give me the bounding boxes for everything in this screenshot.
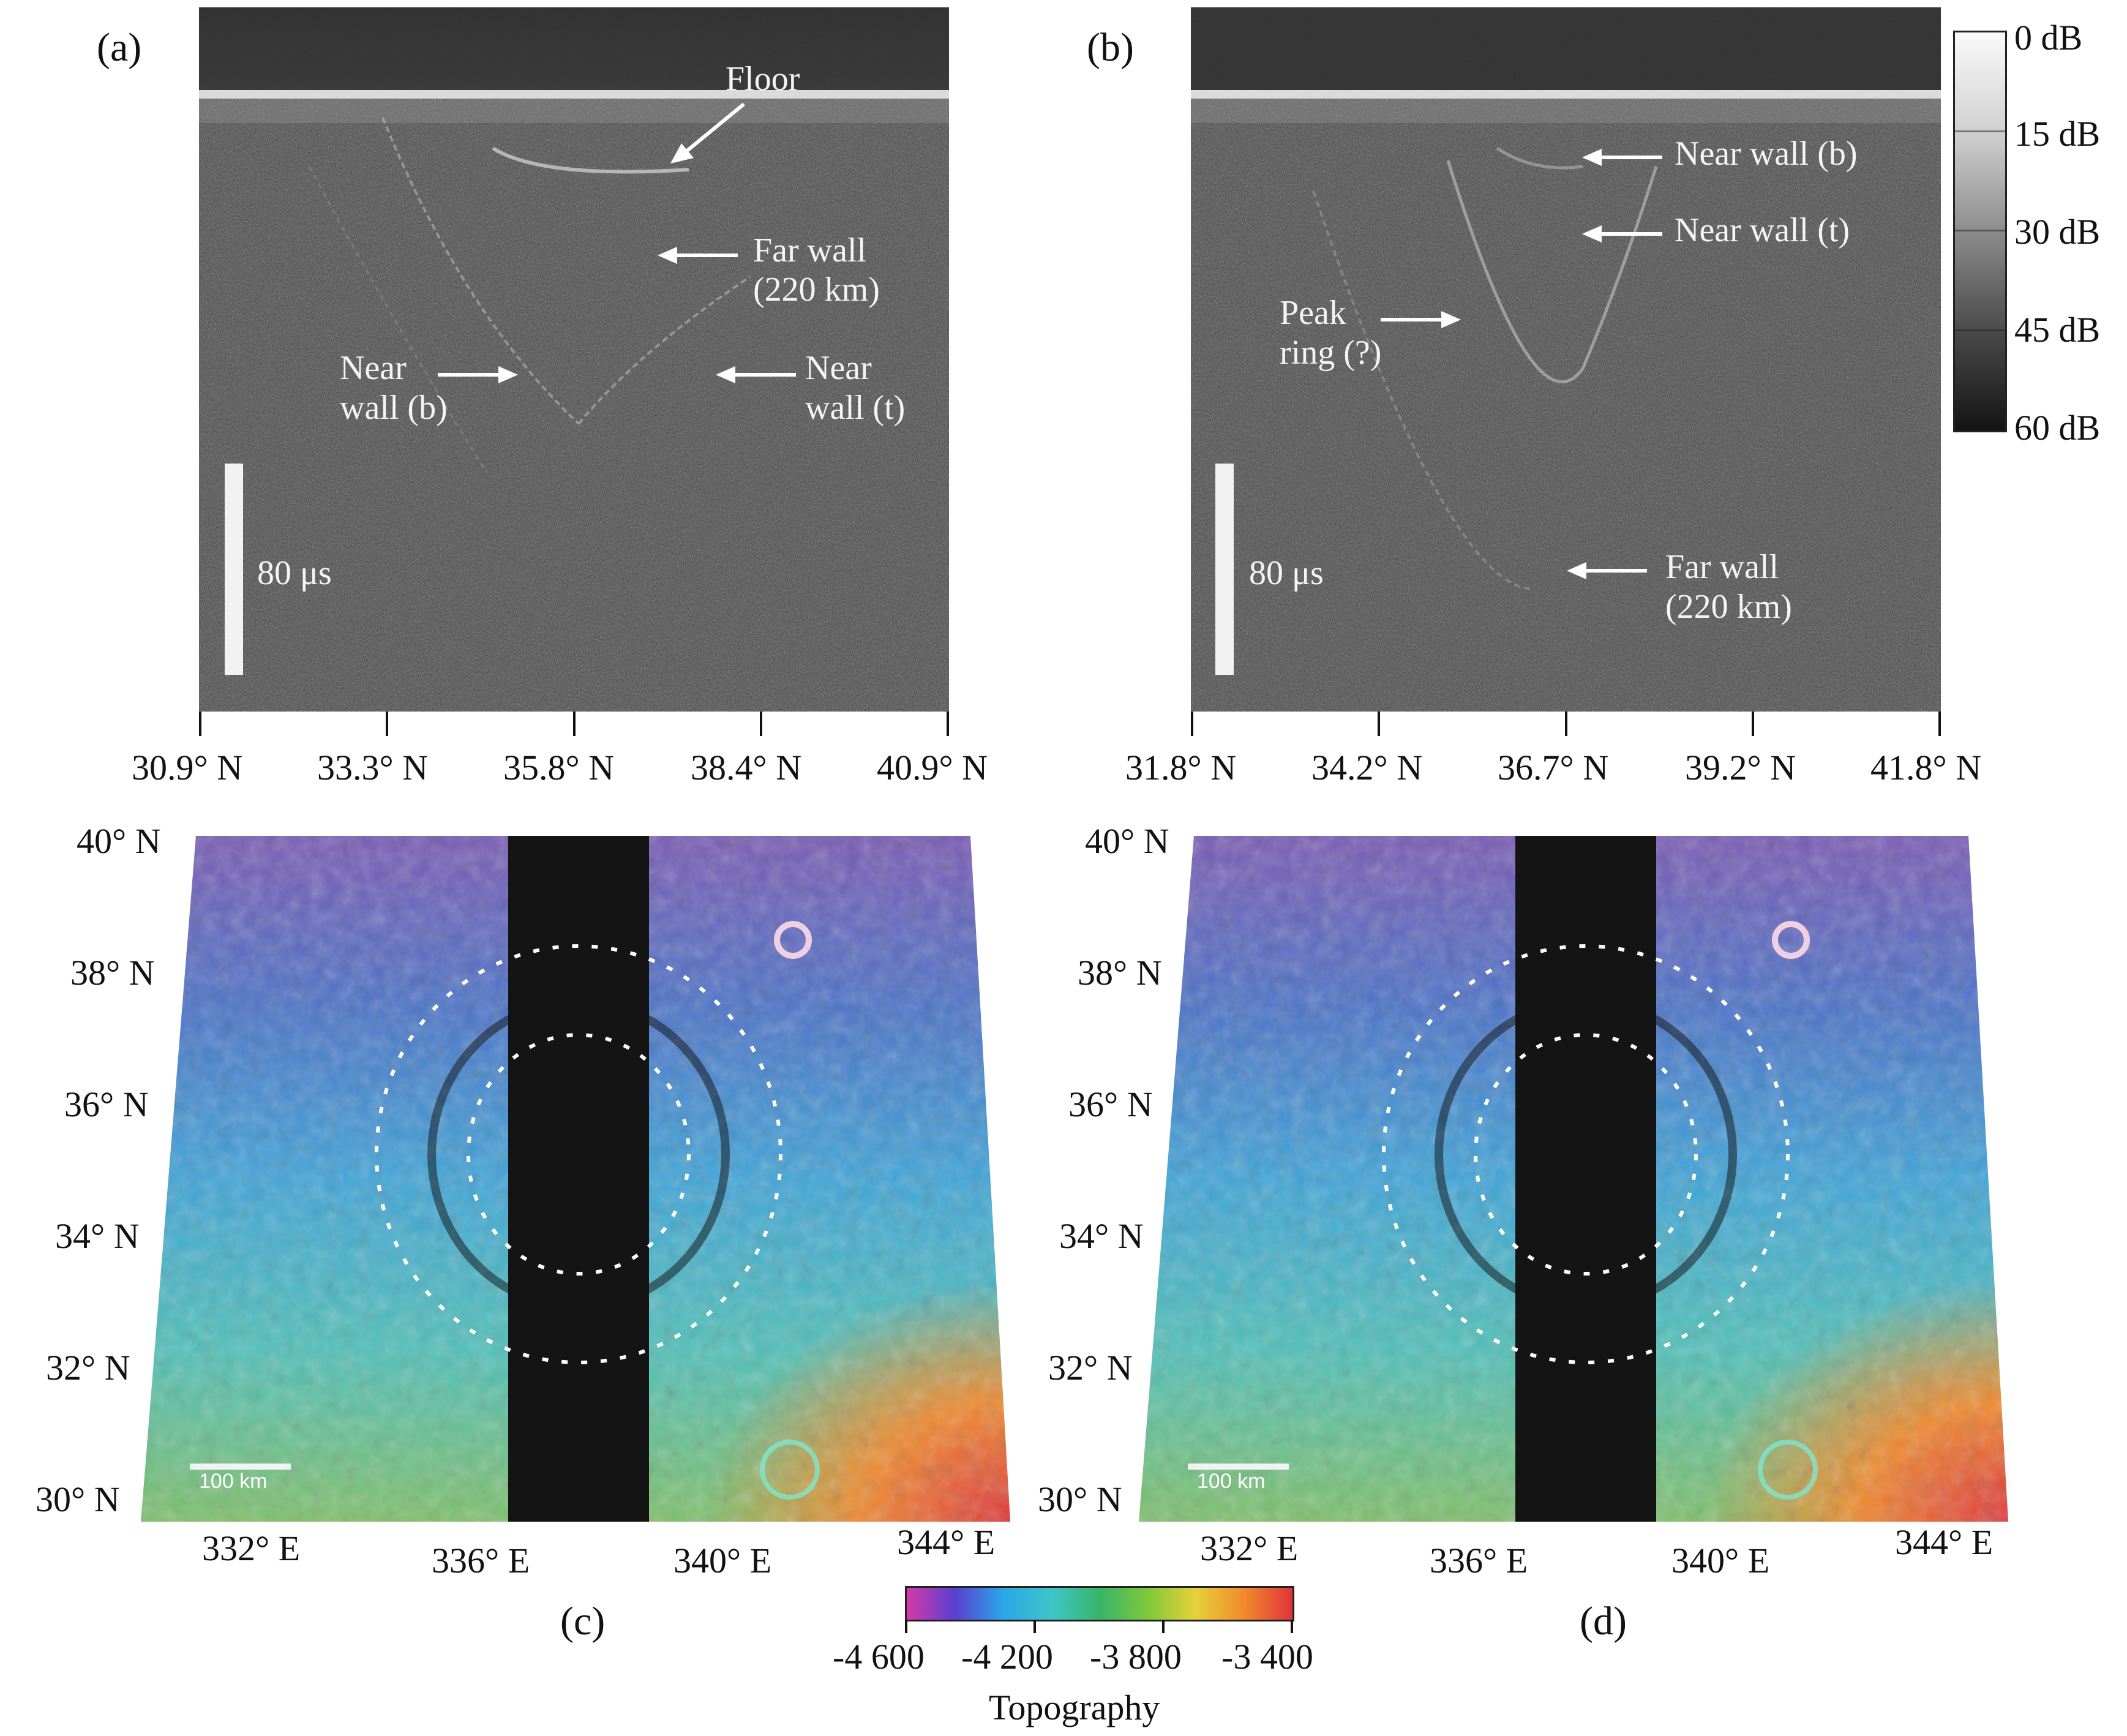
topo-label-2: -4 200 (961, 1637, 1053, 1677)
xtick-label-b-3: 36.7° N (1498, 748, 1609, 787)
time-scale-bar-b (1215, 464, 1234, 675)
lat-label-d-32: 32° N (1048, 1348, 1133, 1388)
panel-a-label: (a) (97, 25, 142, 70)
xtick-label-a-5: 40.9° N (877, 748, 988, 787)
db-label-45: 45 dB (2014, 310, 2101, 350)
anno-far-wall-b-1: Far wall (1665, 548, 1779, 586)
map-c-graphic (141, 836, 1010, 1522)
tick-b-5 (1938, 712, 1941, 736)
anno-peak-ring-2: ring (?) (1280, 334, 1382, 372)
radargram-a: 80 μs Floor Far wall (220 km) Near wall … (199, 7, 949, 712)
anno-far-wall-b-2: (220 km) (1665, 588, 1792, 626)
xtick-label-b-5: 41.8° N (1870, 748, 1982, 787)
tick-a-1 (199, 712, 201, 736)
topo-tick-1 (905, 1620, 907, 1633)
arrow-near-wall-b-a-icon (438, 366, 518, 383)
lat-label-d-36: 36° N (1068, 1084, 1153, 1124)
anno-near-wall-t-a-1: Near (805, 349, 872, 387)
time-scale-label-a: 80 μs (257, 554, 332, 592)
distance-scale-bar-d (1188, 1464, 1289, 1470)
xtick-label-a-4: 38.4° N (691, 748, 802, 787)
panel-c-label: (c) (560, 1599, 606, 1644)
radargram-b: 80 μs Near wall (b) Near wall (t) Peak r… (1191, 7, 1941, 712)
anno-near-wall-b-b: Near wall (b) (1675, 135, 1858, 173)
lon-label-c-336: 336° E (432, 1541, 530, 1580)
topo-label-1: -4 600 (833, 1637, 925, 1677)
anno-near-wall-t-b: Near wall (t) (1675, 211, 1850, 249)
arrow-floor-icon (670, 102, 745, 163)
arrow-far-wall-a-icon (658, 247, 738, 264)
arrow-near-wall-t-b-icon (1582, 225, 1662, 242)
tick-b-3 (1565, 712, 1567, 736)
topo-label-4: -3 400 (1221, 1637, 1313, 1677)
db-label-0: 0 dB (2014, 18, 2083, 58)
anno-far-wall-a-1: Far wall (753, 231, 867, 269)
map-d: 100 km (1139, 836, 2008, 1522)
db-label-15: 15 dB (2014, 114, 2101, 154)
anno-near-wall-b-a-2: wall (b) (340, 389, 448, 427)
anno-floor: Floor (726, 60, 800, 98)
lon-label-d-340: 340° E (1671, 1541, 1770, 1580)
lon-label-c-340: 340° E (673, 1541, 772, 1580)
db-label-30: 30 dB (2014, 212, 2101, 252)
tick-b-4 (1752, 712, 1754, 736)
topo-tick-3 (1162, 1620, 1165, 1633)
tick-b-1 (1191, 712, 1193, 736)
topo-label-3: -3 800 (1090, 1637, 1182, 1677)
lat-label-c-40: 40° N (77, 821, 161, 861)
tick-b-2 (1378, 712, 1380, 736)
xtick-label-a-3: 35.8° N (503, 748, 615, 787)
distance-scale-label-d: 100 km (1197, 1470, 1266, 1493)
arrow-peak-ring-icon (1381, 311, 1461, 328)
time-scale-label-b: 80 μs (1249, 554, 1324, 592)
lat-label-d-38: 38° N (1078, 953, 1162, 993)
anno-near-wall-b-a-1: Near (340, 349, 407, 387)
arrow-near-wall-t-a-icon (716, 366, 796, 383)
distance-scale-label-c: 100 km (199, 1470, 268, 1493)
xtick-label-a-1: 30.9° N (132, 748, 243, 787)
lat-label-d-40: 40° N (1085, 821, 1169, 861)
map-d-graphic (1139, 836, 2008, 1522)
lat-label-c-30: 30° N (36, 1479, 120, 1519)
db-label-60: 60 dB (2014, 408, 2101, 448)
lat-label-c-38: 38° N (70, 953, 155, 993)
lat-label-c-32: 32° N (46, 1348, 130, 1388)
topography-colorbar (905, 1586, 1294, 1621)
xtick-label-b-2: 34.2° N (1311, 748, 1423, 787)
topo-tick-4 (1291, 1620, 1293, 1633)
anno-near-wall-t-a-2: wall (t) (805, 389, 906, 427)
lon-label-d-332: 332° E (1200, 1528, 1299, 1568)
anno-far-wall-a-2: (220 km) (753, 271, 880, 309)
map-c: 100 km (141, 836, 1010, 1522)
panel-b-label: (b) (1087, 25, 1134, 70)
lat-label-d-30: 30° N (1038, 1479, 1122, 1519)
lat-label-c-36: 36° N (64, 1084, 149, 1124)
radargram-b-graphic (1191, 7, 1941, 712)
distance-scale-bar-c (190, 1464, 291, 1470)
time-scale-bar-a (225, 464, 243, 675)
tick-a-5 (947, 712, 949, 736)
xtick-label-b-1: 31.8° N (1125, 748, 1237, 787)
lon-label-d-344: 344° E (1895, 1522, 1994, 1562)
radargram-a-graphic (199, 7, 949, 712)
lat-label-d-34: 34° N (1059, 1216, 1144, 1256)
arrow-far-wall-b-icon (1567, 562, 1647, 579)
xtick-label-b-4: 39.2° N (1685, 748, 1796, 787)
lon-label-d-336: 336° E (1430, 1541, 1528, 1580)
lat-label-c-34: 34° N (55, 1216, 140, 1256)
db-colorbar (1953, 31, 2007, 432)
topo-tick-2 (1033, 1620, 1036, 1633)
tick-a-3 (573, 712, 576, 736)
anno-peak-ring-1: Peak (1280, 294, 1346, 332)
topography-title: Topography (989, 1688, 1160, 1727)
xtick-label-a-2: 33.3° N (317, 748, 429, 787)
tick-a-4 (760, 712, 762, 736)
panel-d-label: (d) (1580, 1599, 1627, 1644)
lon-label-c-332: 332° E (202, 1528, 301, 1568)
lon-label-c-344: 344° E (897, 1522, 996, 1562)
tick-a-2 (386, 712, 388, 736)
arrow-near-wall-b-b-icon (1582, 149, 1662, 166)
